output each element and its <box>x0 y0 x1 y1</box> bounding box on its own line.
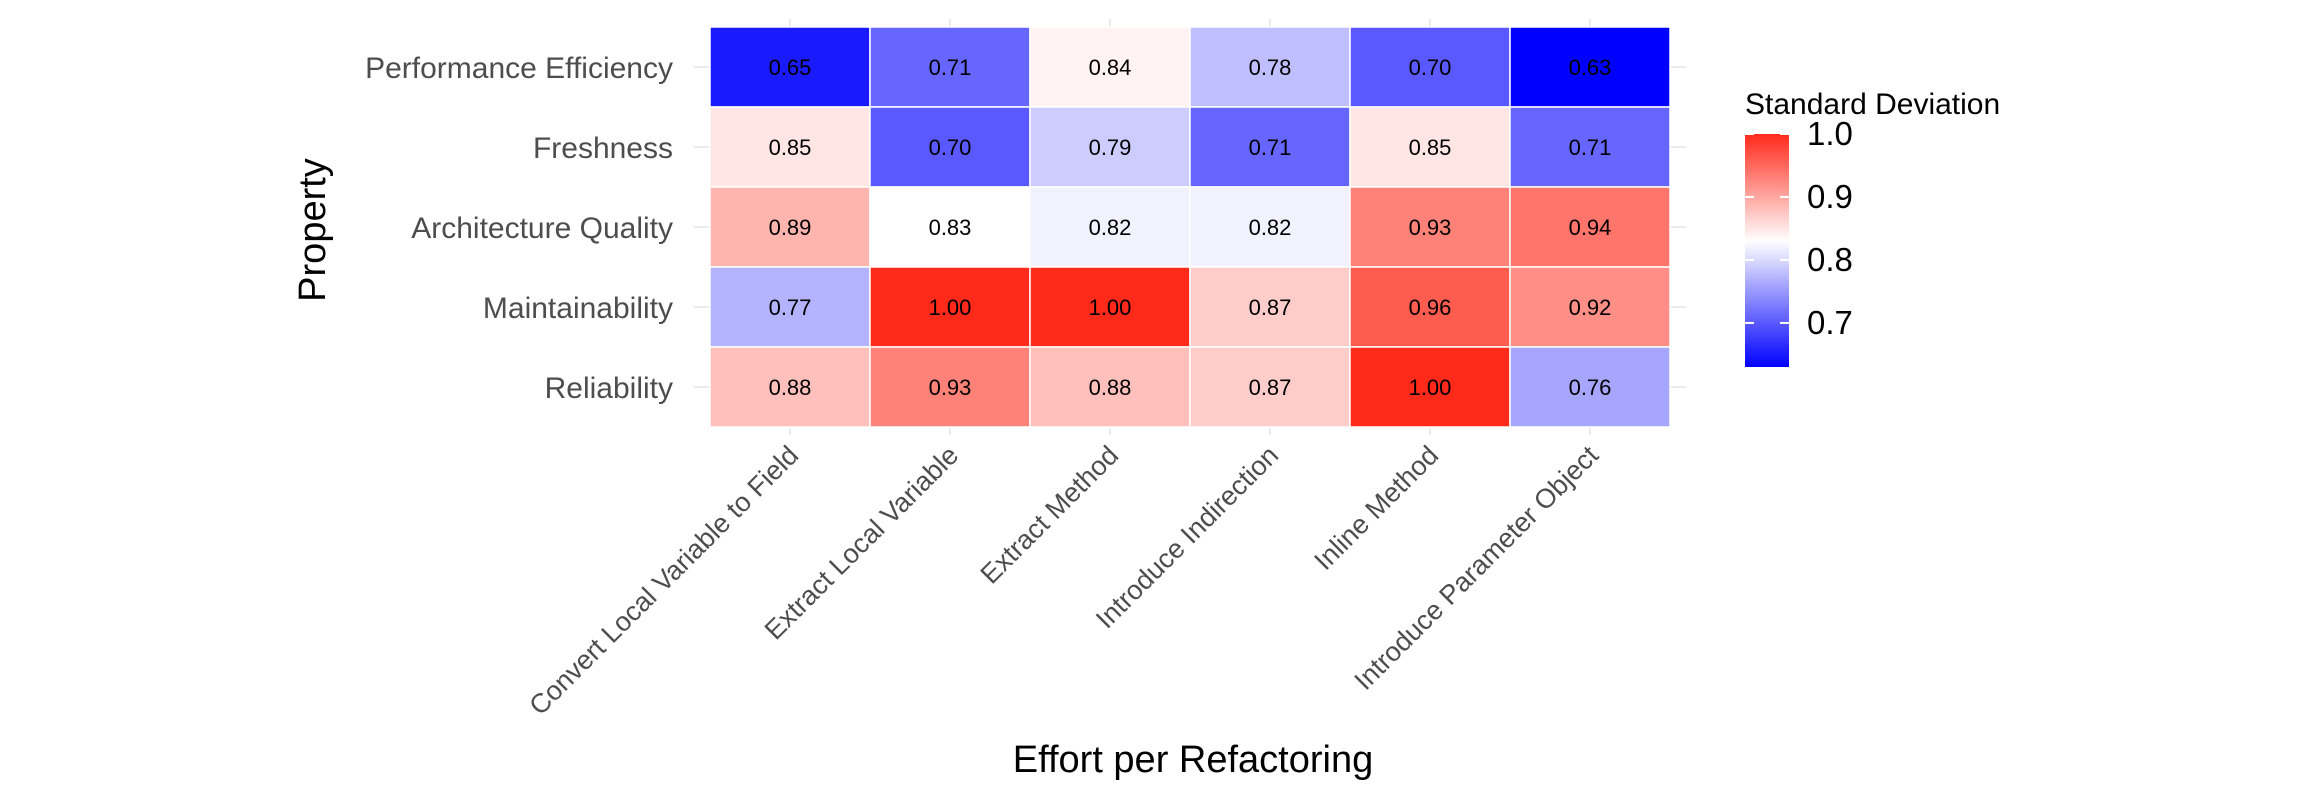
heatmap-cell <box>1189 186 1351 268</box>
x-tick-label: Inline Method <box>1308 440 1444 576</box>
heatmap-cell <box>1509 186 1671 268</box>
heatmap-cell <box>709 186 871 268</box>
cell-value-label: 0.76 <box>1569 375 1612 400</box>
y-axis-title: Property <box>292 158 334 302</box>
heatmap-cell <box>869 266 1031 348</box>
heatmap-cell <box>709 266 871 348</box>
heatmap-cell <box>1509 26 1671 108</box>
legend-title: Standard Deviation <box>1745 88 2000 121</box>
cell-value-label: 0.63 <box>1569 55 1612 80</box>
heatmap-cell <box>709 106 871 188</box>
cell-value-label: 0.88 <box>1089 375 1132 400</box>
cell-value-label: 0.92 <box>1569 295 1612 320</box>
legend-colorbar <box>1745 134 1789 367</box>
heatmap-cell <box>1509 346 1671 428</box>
y-axis-tick-labels: Performance Efficiency Freshness Architect… <box>365 52 673 405</box>
y-tick-label: Maintainability <box>483 292 673 325</box>
cell-value-label: 0.82 <box>1089 215 1132 240</box>
heatmap-cell <box>1189 26 1351 108</box>
y-tick-label: Freshness <box>533 132 673 165</box>
x-tick-label: Introduce Indirection <box>1090 440 1284 634</box>
y-tick-label: Reliability <box>545 372 673 405</box>
cell-value-label: 0.93 <box>1409 215 1452 240</box>
heatmap-cell <box>1349 186 1511 268</box>
y-tick-label: Architecture Quality <box>411 212 673 245</box>
cell-value-label: 0.71 <box>1569 135 1612 160</box>
legend-tick-label: 1.0 <box>1807 115 1853 152</box>
cell-value-label: 0.87 <box>1249 375 1292 400</box>
cell-value-label: 0.71 <box>929 55 972 80</box>
cell-value-label: 1.00 <box>1089 295 1132 320</box>
cell-value-label: 0.70 <box>1409 55 1452 80</box>
cell-value-label: 0.88 <box>769 375 812 400</box>
cell-value-label: 0.70 <box>929 135 972 160</box>
heatmap-cells <box>709 26 1671 428</box>
cell-value-label: 0.93 <box>929 375 972 400</box>
x-axis-title: Effort per Refactoring <box>1013 739 1373 781</box>
heatmap-cell <box>869 26 1031 108</box>
cell-value-label: 0.71 <box>1249 135 1292 160</box>
cell-value-label: 0.89 <box>769 215 812 240</box>
heatmap-cell <box>1029 346 1191 428</box>
cell-value-label: 1.00 <box>1409 375 1452 400</box>
cell-value-label: 0.85 <box>769 135 812 160</box>
cell-value-label: 0.84 <box>1089 55 1132 80</box>
cell-value-label: 0.77 <box>769 295 812 320</box>
cell-value-label: 1.00 <box>929 295 972 320</box>
legend-ticks: 1.0 0.9 0.8 0.7 <box>1745 115 1853 341</box>
heatmap-cell <box>709 346 871 428</box>
cell-value-label: 0.79 <box>1089 135 1132 160</box>
heatmap-cell <box>1189 266 1351 348</box>
cell-value-labels: 0.65 0.71 0.84 0.78 0.70 0.63 0.85 0.70 0.79 0.71… <box>769 55 1612 400</box>
heatmap-cell <box>1349 26 1511 108</box>
cell-value-label: 0.94 <box>1569 215 1612 240</box>
cell-value-label: 0.83 <box>929 215 972 240</box>
cell-value-label: 0.96 <box>1409 295 1452 320</box>
heatmap-cell <box>1509 266 1671 348</box>
cell-value-label: 0.85 <box>1409 135 1452 160</box>
y-tick-label: Performance Efficiency <box>365 52 673 85</box>
heatmap-cell <box>1349 346 1511 428</box>
heatmap-cell <box>709 26 871 108</box>
heatmap-cell <box>1189 106 1351 188</box>
heatmap-cell <box>1029 186 1191 268</box>
heatmap-cell <box>869 186 1031 268</box>
cell-value-label: 0.65 <box>769 55 812 80</box>
heatmap-cell <box>1029 266 1191 348</box>
legend-tick-label: 0.9 <box>1807 178 1853 215</box>
x-tick-label: Convert Local Variable to Field <box>523 440 804 721</box>
cell-value-label: 0.78 <box>1249 55 1292 80</box>
cell-value-label: 0.82 <box>1249 215 1292 240</box>
x-tick-label: Extract Method <box>975 440 1125 590</box>
heatmap-cell <box>1509 106 1671 188</box>
heatmap-cell <box>1349 106 1511 188</box>
legend-tick-label: 0.8 <box>1807 241 1853 278</box>
cell-value-label: 0.87 <box>1249 295 1292 320</box>
heatmap-cell <box>869 346 1031 428</box>
legend: Standard Deviation 1.0 0.9 0.8 0.7 <box>1745 88 2000 367</box>
heatmap-cell <box>1029 106 1191 188</box>
legend-tick-label: 0.7 <box>1807 304 1853 341</box>
heatmap-cell <box>1349 266 1511 348</box>
